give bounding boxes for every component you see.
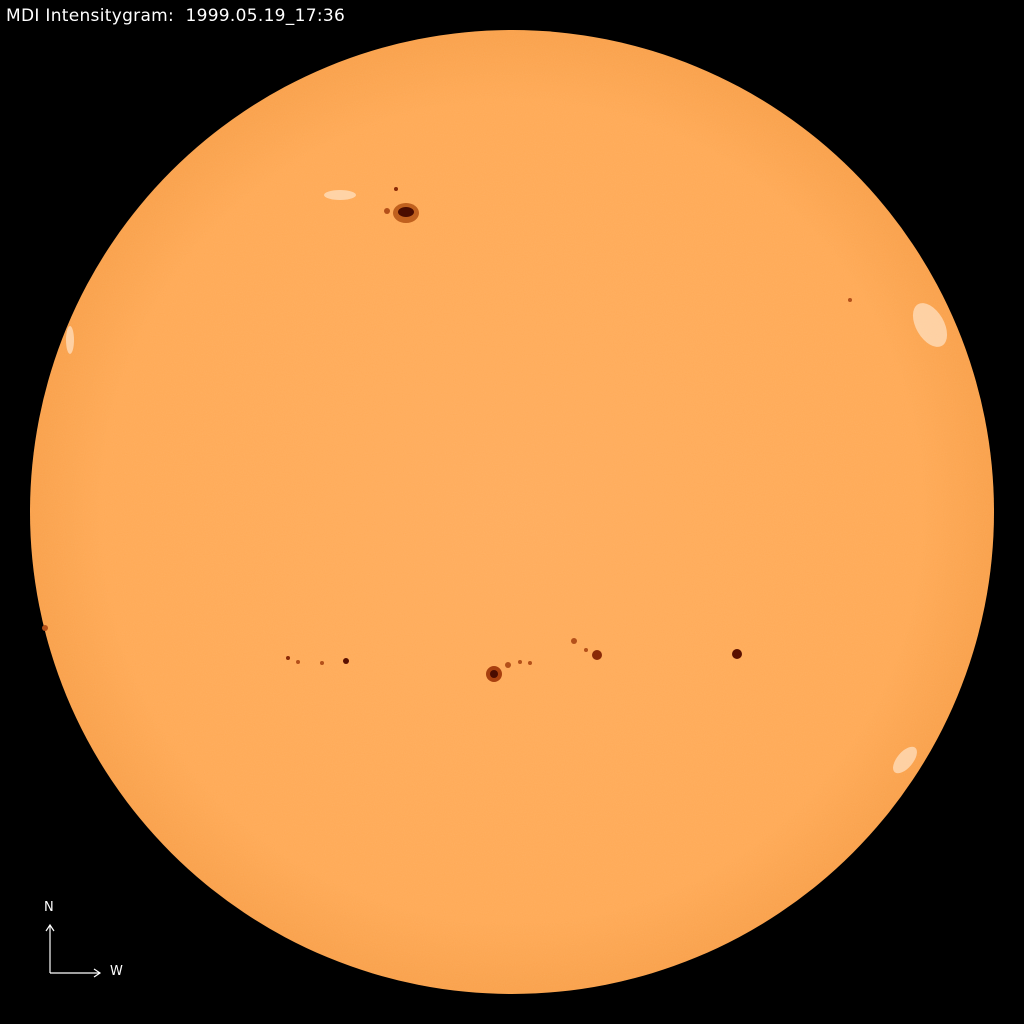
sunspot — [286, 656, 290, 660]
compass-north-label: N — [44, 900, 54, 915]
sunspot — [384, 208, 390, 214]
sunspot — [296, 660, 300, 664]
sunspot-umbra — [398, 207, 414, 217]
sunspot-umbra — [490, 670, 498, 678]
sunspot — [505, 662, 511, 668]
sunspot — [584, 648, 588, 652]
sunspot — [592, 650, 602, 660]
sunspot — [394, 187, 398, 191]
sunspot — [518, 660, 522, 664]
faculae — [66, 190, 948, 774]
sunspot — [42, 625, 48, 631]
sunspot — [848, 298, 852, 302]
image-title: MDI Intensitygram: 1999.05.19_17:36 — [6, 6, 346, 26]
granulation-texture — [30, 30, 994, 994]
compass-arrows-icon — [45, 923, 102, 978]
sunspot — [571, 638, 577, 644]
sunspot — [320, 661, 324, 665]
sunspots — [42, 187, 852, 682]
compass-west-label: W — [110, 964, 123, 979]
sunspot — [528, 661, 532, 665]
sunspot — [343, 658, 349, 664]
sunspot — [732, 649, 742, 659]
